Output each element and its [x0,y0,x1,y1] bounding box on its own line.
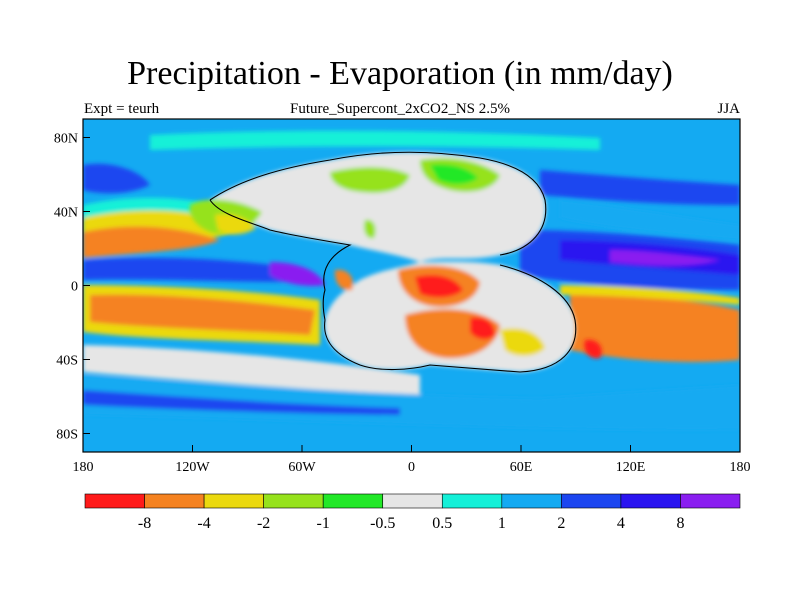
sh-ocean-band [83,375,740,431]
east-ocean-peak [610,250,720,266]
west-margin-yellow [215,214,256,235]
colorbar-swatch [84,493,145,509]
colorbar-label: -1 [317,515,330,532]
lon-tick-label: 120W [175,460,210,475]
colorbar-label: 8 [676,515,684,532]
colorbar-swatch [263,493,324,509]
colorbar-swatch [203,493,264,509]
east-ocean-dry-edge [560,285,740,305]
itcz-band [83,257,300,282]
colorbar-swatch [501,493,562,509]
colorbar-label: -4 [197,515,210,532]
lat-tick-label: 80S [56,428,78,443]
colorbar-swatch [144,493,205,509]
lon-tick-label: 60E [510,460,533,475]
longitude-axis: 180 120W 60W 0 60E 120E 180 [73,445,751,475]
season-label: JJA [717,101,740,117]
latitude-axis: 80N 40N 0 40S 80S [54,132,90,443]
lat-tick-label: 40S [56,354,78,369]
coastline [209,151,577,373]
itcz-core [270,262,325,286]
nw-pacific-wet [83,163,150,194]
colorbar: -8 -4 -2 -1 -0.5 0.5 1 2 4 8 [84,493,741,532]
colorbar-swatch [680,493,741,509]
east-ocean-dry-band [570,290,740,362]
interior-green-spot [364,219,376,239]
plot-title: Precipitation - Evaporation (in mm/day) [127,55,673,92]
sh-subtropic-dry-core [90,294,315,335]
east-ocean-dry-peak [584,339,602,359]
north-interior-green [330,167,410,193]
northeast-interior-core [430,164,478,185]
lon-tick-label: 180 [73,460,94,475]
lat-tick-label: 80N [54,132,78,147]
map-field [83,119,740,452]
colorbar-swatch [620,493,681,509]
ne-ocean-mid [560,200,740,240]
colorbar-label: -2 [257,515,270,532]
nh-subtropic-dry-core [83,226,220,258]
ne-ocean-wet [540,170,740,205]
colorbar-label: 0.5 [432,515,452,532]
colorbar-swatch [441,493,503,509]
lon-tick-label: 180 [730,460,751,475]
colorbar-label: 1 [498,515,506,532]
sh-storm-track [83,390,400,415]
sh-midlat-transition [83,345,420,395]
colorbar-swatch [382,493,443,509]
colorbar-swatch [561,493,622,509]
plot-subtitle: Future_Supercont_2xCO2_NS 2.5% [290,101,510,117]
lon-tick-label: 60W [288,460,316,475]
lon-tick-label: 0 [408,460,415,475]
colorbar-label: -8 [138,515,151,532]
lat-tick-label: 40N [54,206,78,221]
colorbar-label: 2 [557,515,565,532]
experiment-label: Expt = teurh [84,101,160,117]
south-land-peak [470,317,495,340]
southeast-land-yellow [500,328,545,356]
colorbar-label: 4 [617,515,625,532]
lon-tick-label: 120E [616,460,646,475]
lat-tick-label: 0 [71,280,78,295]
arctic-light-band [150,130,600,150]
colorbar-label: -0.5 [370,515,395,532]
equatorial-land-peak [415,274,463,298]
colorbar-swatch [322,493,384,509]
small-island-dry [334,269,354,291]
